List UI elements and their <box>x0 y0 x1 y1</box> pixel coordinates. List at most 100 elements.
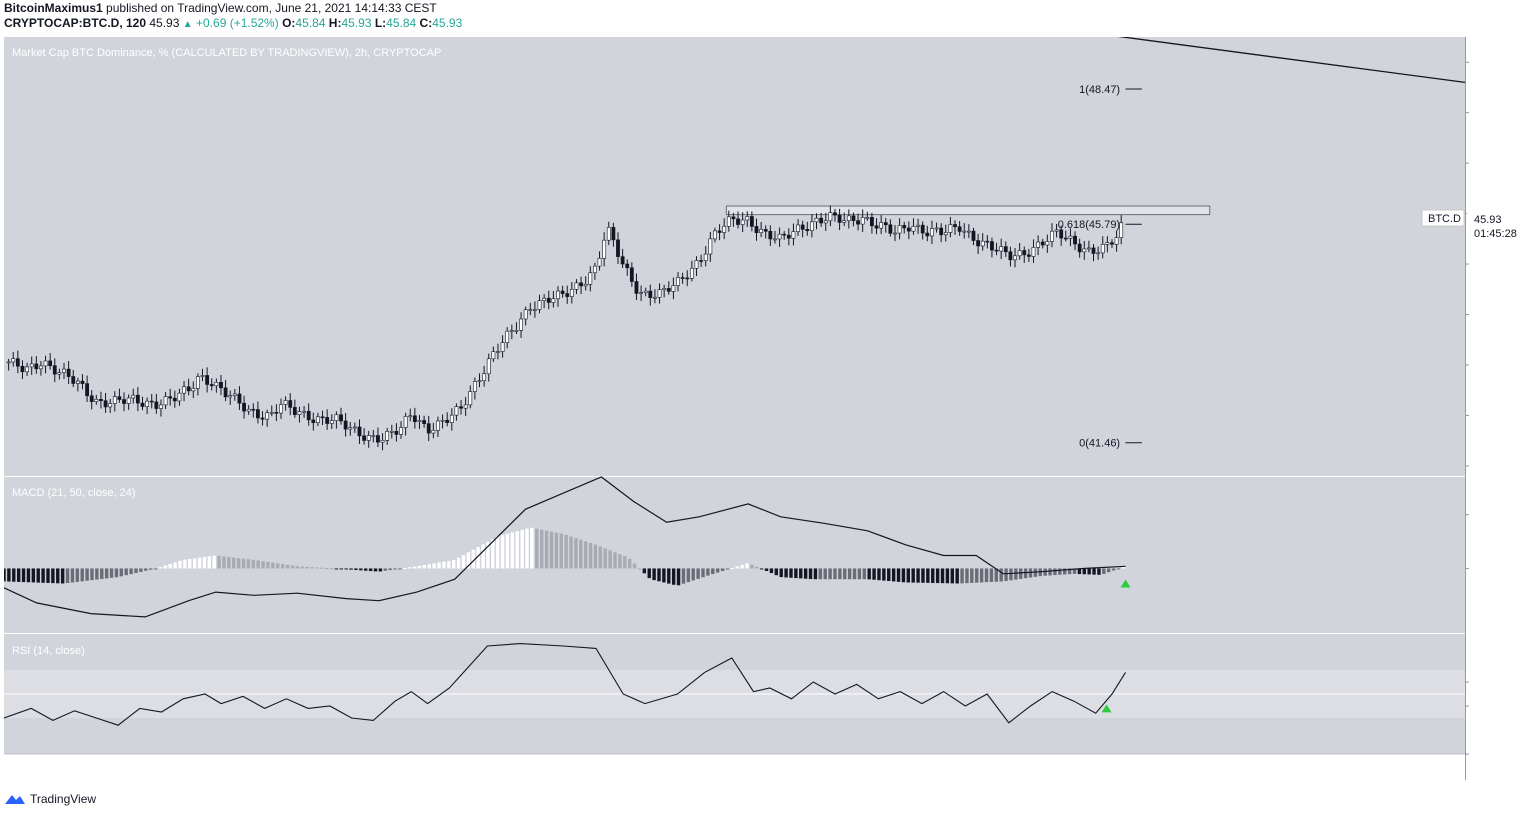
trendline-layer[interactable] <box>1084 31 1466 84</box>
candle-up <box>108 403 113 408</box>
candle-down <box>260 417 265 420</box>
macd-histogram-bar <box>750 564 754 569</box>
macd-histogram-bar <box>295 566 299 569</box>
candle-up <box>911 226 916 232</box>
macd-histogram-bar <box>789 568 793 578</box>
candle-up <box>842 220 847 223</box>
macd-histogram-bar <box>51 568 55 584</box>
symbol-price-tag[interactable]: BTC.D 45.93 01:45:28 <box>1421 209 1525 242</box>
candle-up <box>436 420 440 431</box>
ohlc-line: CRYPTOCAP:BTC.D, 120 45.93 ▲ +0.69 (+1.5… <box>4 16 462 30</box>
candle-up <box>930 228 934 237</box>
candle-up <box>228 395 233 398</box>
macd-histogram-bar <box>887 568 891 582</box>
macd-histogram-bar <box>960 568 964 584</box>
publish-line: BitcoinMaximus1 published on TradingView… <box>4 1 437 15</box>
macd-histogram-bar <box>354 568 358 570</box>
candle-up <box>25 366 29 373</box>
candle-down <box>920 224 925 234</box>
candle-up <box>366 435 371 441</box>
macd-histogram-bar <box>657 568 661 582</box>
macd-histogram-bar <box>393 568 397 570</box>
macd-histogram-bar <box>290 565 295 569</box>
macd-histogram-bar <box>56 568 60 584</box>
candle-up <box>11 358 16 363</box>
candle-up <box>159 404 163 409</box>
macd-histogram-bar <box>671 568 676 585</box>
candle-down <box>786 234 791 239</box>
candle-up <box>279 404 283 414</box>
candle-down <box>611 227 616 241</box>
macd-histogram-bar <box>701 568 705 578</box>
candle-down <box>1040 241 1045 246</box>
chart-svg[interactable]: Market Cap BTC Dominance, % (CALCULATED … <box>2 31 1530 780</box>
candle-up <box>6 361 11 364</box>
candle-up <box>551 298 556 303</box>
macd-histogram-bar <box>422 565 427 569</box>
candle-down <box>579 282 583 287</box>
candle-up <box>745 216 750 221</box>
macd-histogram-bar <box>745 563 749 569</box>
candle-up <box>643 290 648 293</box>
candle-down <box>749 216 754 227</box>
macd-histogram-bar <box>715 568 720 573</box>
macd-histogram-bar <box>945 568 950 584</box>
candle-up <box>39 365 43 370</box>
macd-histogram-bar <box>344 568 348 570</box>
macd-histogram-bar <box>109 568 114 578</box>
macd-histogram-bar <box>188 558 192 569</box>
macd-histogram-bar <box>828 568 832 580</box>
candle-up <box>126 397 131 404</box>
candle-down <box>186 386 191 392</box>
macd-histogram-bar <box>359 568 363 571</box>
candle-up <box>297 411 302 415</box>
candle-up <box>385 431 390 441</box>
macd-histogram-bar <box>569 536 573 569</box>
macd-histogram-bar <box>41 568 45 583</box>
candle-down <box>546 297 551 303</box>
macd-histogram-bar <box>80 568 84 582</box>
macd-histogram-bar <box>75 568 80 582</box>
candle-down <box>851 215 856 221</box>
macd-histogram-bar <box>994 568 998 582</box>
macd-histogram-bar <box>26 568 31 583</box>
time-axis-label: 5 <box>224 763 230 775</box>
candle-down <box>1063 237 1068 240</box>
macd-histogram-bar <box>70 568 75 583</box>
footer-brand[interactable]: TradingView <box>30 792 97 806</box>
candle-up <box>777 233 782 240</box>
macd-histogram-bar <box>608 550 612 569</box>
macd-histogram-bar <box>833 568 837 580</box>
candle-down <box>985 240 990 243</box>
candle-up <box>389 430 394 433</box>
macd-histogram-bar <box>236 558 241 569</box>
tradingview-logo-icon[interactable] <box>4 792 26 806</box>
macd-histogram-bar <box>324 567 329 569</box>
candle-down <box>629 267 634 282</box>
candle-down <box>459 406 463 409</box>
candle-up <box>500 342 505 352</box>
macd-histogram-bar <box>940 568 945 584</box>
macd-histogram-bar <box>539 529 544 569</box>
candle-down <box>99 399 103 401</box>
candle-down <box>412 415 417 422</box>
macd-histogram-bar <box>100 568 104 579</box>
candle-up <box>657 289 662 298</box>
candle-up <box>29 363 34 368</box>
macd-histogram-bar <box>652 568 656 581</box>
candle-up <box>491 351 496 360</box>
price-axis-label: 45.00 <box>1475 259 1503 271</box>
chart-area[interactable]: Market Cap BTC Dominance, % (CALCULATED … <box>2 31 1530 780</box>
candle-up <box>1017 250 1022 257</box>
macd-histogram-bar <box>984 568 989 583</box>
macd-histogram-bar <box>427 564 431 569</box>
candle-up <box>431 430 436 434</box>
author-name[interactable]: BitcoinMaximus1 <box>4 1 103 15</box>
candle-down <box>117 396 122 400</box>
candle-down <box>800 224 805 230</box>
macd-axis-label: 0.00 <box>1475 563 1496 575</box>
macd-histogram-bar <box>1043 568 1047 576</box>
macd-histogram-bar <box>642 568 647 574</box>
candle-down <box>288 400 293 408</box>
rsi-axis-label: 0.00 <box>1475 749 1496 761</box>
